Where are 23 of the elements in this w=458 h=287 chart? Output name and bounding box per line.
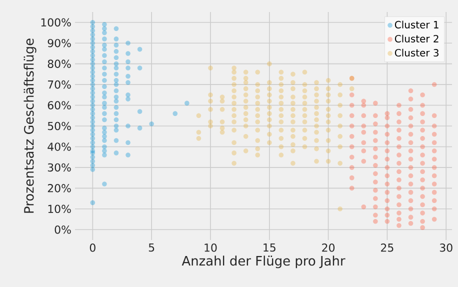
y-tick-label: 10% [48,204,71,214]
x-tick-label: 10 [204,244,217,252]
x-tick-label: 15 [264,244,276,252]
y-tick-label: 80% [48,60,71,68]
y-tick-label: 70% [48,80,71,89]
y-tick-label: 30% [48,163,71,172]
legend-label: Cluster 3 [394,48,438,57]
x-tick-label: 20 [322,244,335,252]
x-tick-label: 0 [90,244,96,252]
x-axis-title: Anzahl der Flüge pro Jahr [182,256,346,268]
legend-label: Cluster 1 [394,20,438,28]
y-tick-label: 90% [48,38,71,48]
y-tick-label: 50% [48,122,71,130]
legend-label: Cluster 2 [394,34,438,42]
y-axis-title: Prozentsatz Geschäftsflüge [24,38,36,213]
y-tick-label: 0% [54,226,71,234]
x-tick-label: 5 [148,244,154,252]
y-tick-label: 60% [48,101,71,110]
y-tick-label: 100% [41,18,71,27]
y-tick-label: 20% [48,184,71,192]
x-tick-label: 25 [381,244,394,252]
x-tick-label: 30 [440,244,452,252]
y-tick-label: 40% [48,142,71,151]
